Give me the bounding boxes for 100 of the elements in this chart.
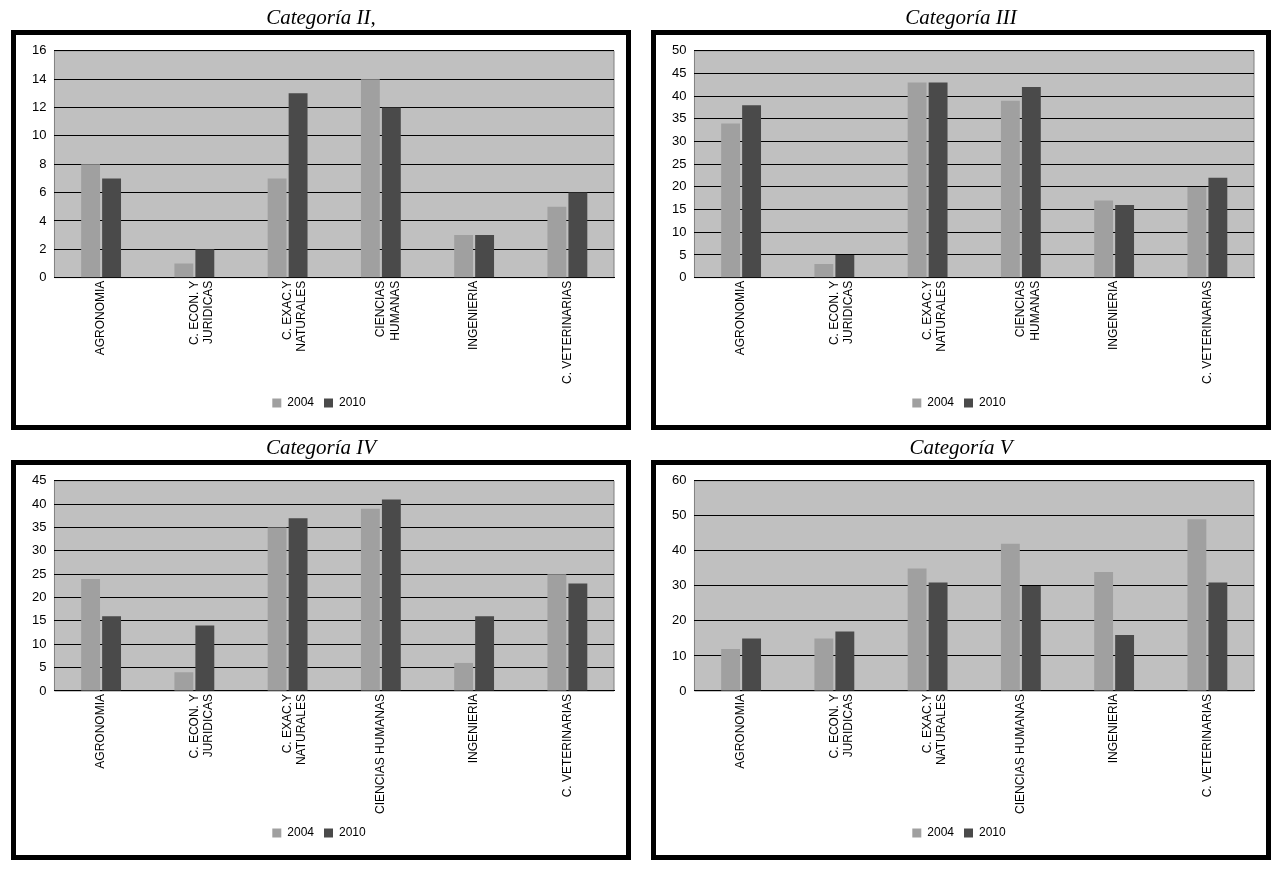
bar [721, 123, 741, 278]
bar [81, 578, 101, 691]
bar [195, 249, 215, 278]
bar [835, 254, 855, 278]
y-tick-label: 60 [671, 472, 687, 488]
x-tick-label: C. ECON. Y JURIDICAS [186, 280, 216, 346]
x-tick-label: C. VETERINARIAS [559, 280, 574, 385]
x-tick-label: AGRONOMIA [93, 693, 108, 769]
y-tick-label: 30 [671, 577, 687, 593]
x-tick-label: C. VETERINARIAS [1199, 693, 1214, 798]
bar [547, 574, 567, 691]
x-tick-label: C. EXAC.Y NATURALES [279, 280, 309, 352]
bar [1187, 186, 1207, 278]
y-tick-label: 30 [31, 542, 47, 558]
bar [381, 499, 401, 691]
y-tick-label: 0 [679, 269, 687, 285]
y-tick-label: 5 [39, 659, 47, 675]
bar [742, 105, 762, 278]
bar [928, 82, 948, 278]
bar [475, 235, 495, 278]
y-tick-label: 15 [31, 612, 47, 628]
y-tick-label: 40 [671, 542, 687, 558]
legend-label: 2010 [339, 395, 367, 410]
y-tick-label: 45 [671, 65, 687, 81]
legend-label: 2004 [287, 395, 315, 410]
y-tick-label: 50 [671, 507, 687, 523]
x-tick-label: C. VETERINARIAS [559, 693, 574, 798]
bar [288, 518, 308, 691]
y-tick-label: 25 [31, 565, 47, 581]
y-tick-label: 2 [39, 240, 47, 256]
x-tick-label: CIENCIAS HUMANAS [1013, 693, 1028, 815]
x-tick-label: C. EXAC.Y NATURALES [279, 693, 309, 766]
bar [568, 192, 588, 278]
bar [907, 568, 927, 691]
x-tick-label: C. VETERINARIAS [1199, 280, 1214, 385]
bar [1094, 571, 1114, 691]
y-tick-label: 12 [31, 99, 47, 115]
bar [454, 235, 474, 278]
x-tick-label: CIENCIAS HUMANAS [1013, 280, 1042, 341]
bar [1000, 543, 1020, 691]
bar [835, 631, 855, 691]
y-tick-label: 15 [671, 201, 687, 217]
chart-title: Categoría V [909, 434, 1013, 460]
x-tick-label: CIENCIAS HUMANAS [373, 280, 402, 341]
bar [102, 178, 122, 278]
bar [195, 625, 215, 691]
x-tick-label: CIENCIAS HUMANAS [373, 693, 388, 815]
legend-label: 2004 [287, 825, 315, 840]
x-tick-label: C. ECON. Y JURIDICAS [186, 693, 216, 759]
bar [81, 164, 101, 278]
bar [475, 616, 495, 691]
y-tick-label: 20 [671, 178, 687, 194]
bar [1187, 519, 1207, 691]
x-tick-label: INGENIERIA [466, 280, 481, 351]
y-tick-label: 0 [39, 269, 47, 285]
bar [360, 79, 380, 278]
y-tick-label: 50 [671, 42, 687, 58]
y-tick-label: 0 [679, 682, 687, 698]
y-tick-label: 16 [31, 42, 47, 58]
bar [814, 638, 834, 691]
bar [267, 527, 287, 691]
y-tick-label: 35 [31, 519, 47, 535]
bar [928, 582, 948, 691]
legend-label: 2004 [927, 825, 955, 840]
y-tick-label: 0 [39, 682, 47, 698]
y-tick-label: 30 [671, 133, 687, 149]
y-tick-label: 6 [39, 184, 47, 200]
y-tick-label: 4 [39, 212, 47, 228]
chart-title: Categoría II, [266, 4, 376, 30]
y-tick-label: 25 [671, 155, 687, 171]
bar [454, 662, 474, 691]
y-tick-label: 35 [671, 110, 687, 126]
y-tick-label: 40 [671, 87, 687, 103]
bar [1094, 200, 1114, 278]
bar [1115, 205, 1135, 278]
bar [102, 616, 122, 691]
bar [907, 82, 927, 278]
legend-label: 2004 [927, 395, 955, 410]
x-tick-label: INGENIERIA [466, 693, 481, 764]
legend-label: 2010 [979, 825, 1007, 840]
legend-label: 2010 [339, 825, 367, 840]
x-tick-label: C. EXAC.Y NATURALES [919, 280, 949, 352]
x-tick-label: C. ECON. Y JURIDICAS [826, 693, 856, 759]
bar [1021, 87, 1041, 278]
bar [1000, 100, 1020, 278]
chart-title: Categoría IV [265, 434, 377, 460]
x-tick-label: AGRONOMIA [733, 693, 748, 769]
y-tick-label: 10 [31, 127, 47, 143]
bar [568, 583, 588, 691]
y-tick-label: 8 [39, 155, 47, 171]
y-tick-label: 14 [31, 70, 47, 86]
x-tick-label: AGRONOMIA [733, 280, 748, 356]
bar [814, 264, 834, 278]
chart-title: Categoría III [905, 4, 1017, 30]
y-tick-label: 10 [31, 635, 47, 651]
y-tick-label: 20 [31, 589, 47, 605]
bar [381, 107, 401, 278]
y-tick-label: 10 [671, 223, 687, 239]
y-tick-label: 10 [671, 647, 687, 663]
bar [1115, 634, 1135, 691]
